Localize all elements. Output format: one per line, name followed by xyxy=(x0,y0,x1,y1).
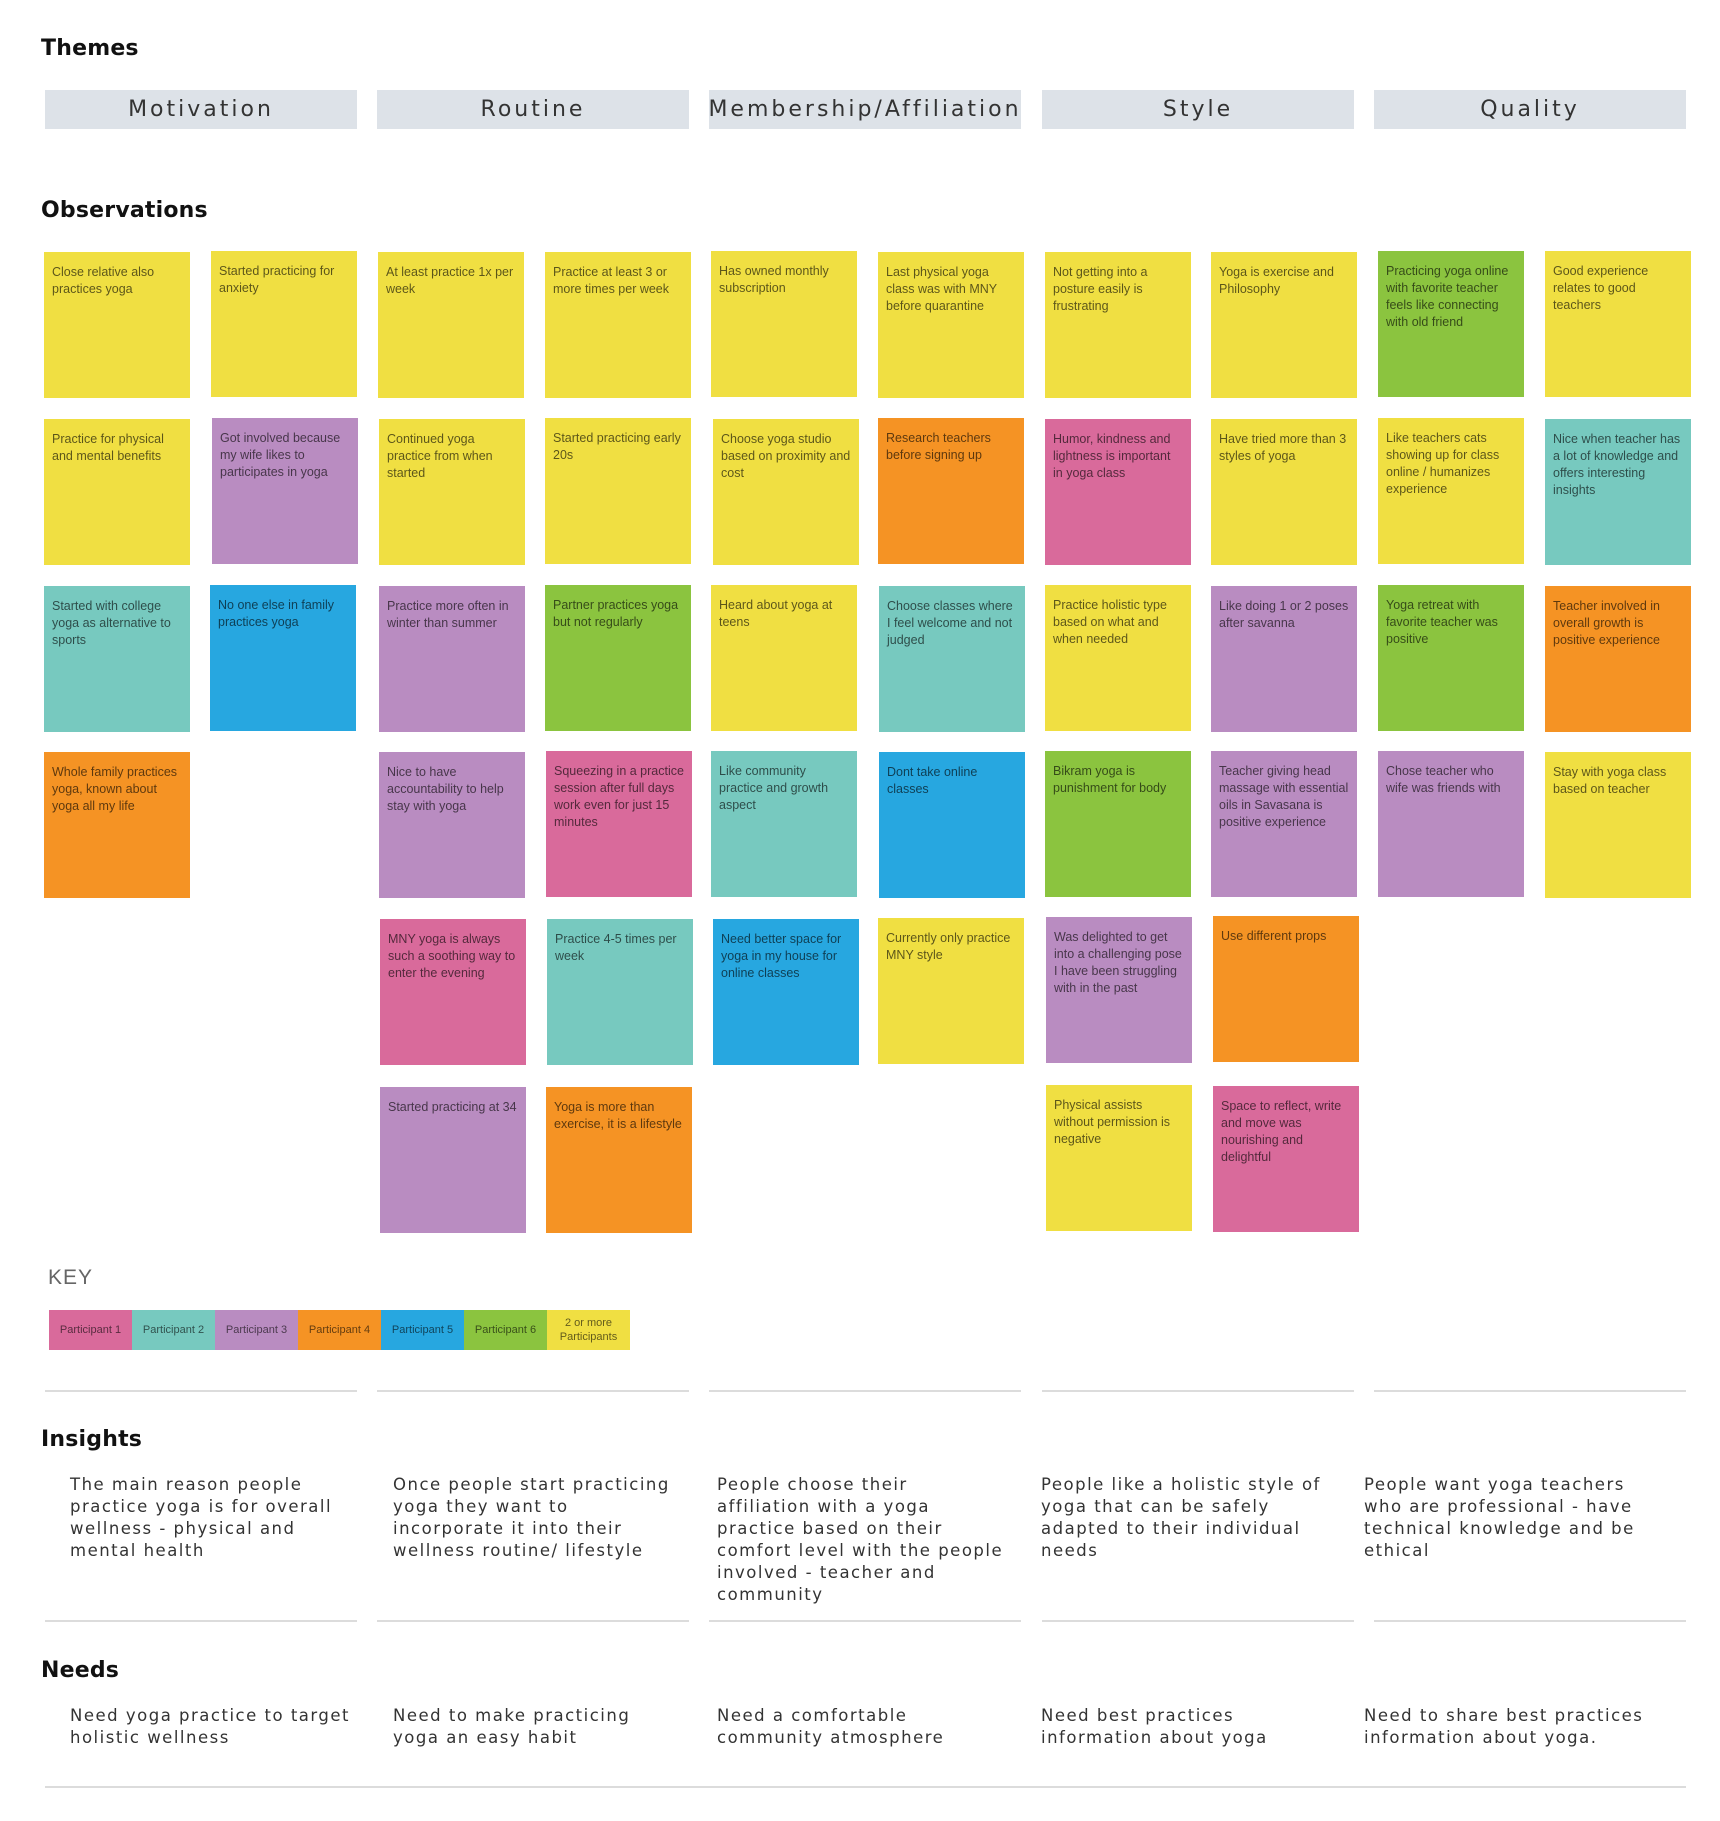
insight-routine: Once people start practicing yoga they w… xyxy=(393,1475,670,1560)
sticky-note: Choose classes where I feel welcome and … xyxy=(879,586,1025,732)
sticky-note: Partner practices yoga but not regularly xyxy=(545,585,691,731)
divider xyxy=(45,1620,357,1622)
sticky-note: Space to reflect, write and move was nou… xyxy=(1213,1086,1359,1232)
need-membership: Need a comfortable community atmosphere xyxy=(717,1706,945,1747)
sticky-note: Has owned monthly subscription xyxy=(711,251,857,397)
sticky-note: Whole family practices yoga, known about… xyxy=(44,752,190,898)
sticky-note: Practice more often in winter than summe… xyxy=(379,586,525,732)
sticky-note: Not getting into a posture easily is fru… xyxy=(1045,252,1191,398)
sticky-note: Practice holistic type based on what and… xyxy=(1045,585,1191,731)
insights-heading: Insights xyxy=(41,1427,143,1452)
sticky-note: Got involved because my wife likes to pa… xyxy=(212,418,358,564)
sticky-note: Yoga is more than exercise, it is a life… xyxy=(546,1087,692,1233)
sticky-note: Squeezing in a practice session after fu… xyxy=(546,751,692,897)
key-multiple-participants: 2 or more Participants xyxy=(547,1310,630,1350)
insight-motivation: The main reason people practice yoga is … xyxy=(70,1475,333,1560)
key-participant-3: Participant 3 xyxy=(215,1310,298,1350)
sticky-note: Started with college yoga as alternative… xyxy=(44,586,190,732)
need-motivation: Need yoga practice to target holistic we… xyxy=(70,1706,350,1747)
sticky-note: Humor, kindness and lightness is importa… xyxy=(1045,419,1191,565)
divider xyxy=(1374,1390,1686,1392)
sticky-note: Yoga retreat with favorite teacher was p… xyxy=(1378,585,1524,731)
divider xyxy=(709,1620,1021,1622)
sticky-note: Last physical yoga class was with MNY be… xyxy=(878,252,1024,398)
sticky-note: Physical assists without permission is n… xyxy=(1046,1085,1192,1231)
sticky-note: Dont take online classes xyxy=(879,752,1025,898)
theme-membership-affiliation: Membership/Affiliation xyxy=(708,90,1021,129)
sticky-note: Started practicing at 34 xyxy=(380,1087,526,1233)
theme-quality: Quality xyxy=(1374,90,1686,129)
need-routine: Need to make practicing yoga an easy hab… xyxy=(393,1706,631,1747)
divider xyxy=(377,1620,689,1622)
sticky-note: Continued yoga practice from when starte… xyxy=(379,419,525,565)
divider xyxy=(709,1390,1021,1392)
key-participant-2: Participant 2 xyxy=(132,1310,215,1350)
sticky-note: Bikram yoga is punishment for body xyxy=(1045,751,1191,897)
divider xyxy=(1042,1390,1354,1392)
sticky-note: MNY yoga is always such a soothing way t… xyxy=(380,919,526,1065)
sticky-note: Choose yoga studio based on proximity an… xyxy=(713,419,859,565)
divider xyxy=(377,1390,689,1392)
sticky-note: Teacher involved in overall growth is po… xyxy=(1545,586,1691,732)
sticky-note: Practice for physical and mental benefit… xyxy=(44,419,190,565)
sticky-note: Like teachers cats showing up for class … xyxy=(1378,418,1524,564)
observations-heading: Observations xyxy=(41,198,208,223)
sticky-note: Chose teacher who wife was friends with xyxy=(1378,751,1524,897)
sticky-note: Teacher giving head massage with essenti… xyxy=(1211,751,1357,897)
theme-routine: Routine xyxy=(377,90,689,129)
sticky-note: Need better space for yoga in my house f… xyxy=(713,919,859,1065)
needs-heading: Needs xyxy=(41,1658,120,1683)
sticky-note: Practicing yoga online with favorite tea… xyxy=(1378,251,1524,397)
theme-style: Style xyxy=(1042,90,1354,129)
insight-style: People like a holistic style of yoga tha… xyxy=(1041,1475,1321,1560)
color-key: Participant 1 Participant 2 Participant … xyxy=(49,1310,630,1350)
sticky-note: Good experience relates to good teachers xyxy=(1545,251,1691,397)
sticky-note: Was delighted to get into a challenging … xyxy=(1046,917,1192,1063)
sticky-note: Research teachers before signing up xyxy=(878,418,1024,564)
sticky-note: Nice when teacher has a lot of knowledge… xyxy=(1545,419,1691,565)
key-participant-1: Participant 1 xyxy=(49,1310,132,1350)
key-heading: KEY xyxy=(48,1266,94,1289)
theme-motivation: Motivation xyxy=(45,90,357,129)
sticky-note: Practice at least 3 or more times per we… xyxy=(545,252,691,398)
sticky-note: No one else in family practices yoga xyxy=(210,585,356,731)
key-participant-6: Participant 6 xyxy=(464,1310,547,1350)
sticky-note: Started practicing for anxiety xyxy=(211,251,357,397)
sticky-note: Started practicing early 20s xyxy=(545,418,691,564)
need-quality: Need to share best practices information… xyxy=(1364,1706,1644,1747)
sticky-note: Practice 4-5 times per week xyxy=(547,919,693,1065)
need-style: Need best practices information about yo… xyxy=(1041,1706,1268,1747)
themes-heading: Themes xyxy=(41,36,139,61)
sticky-note: Use different props xyxy=(1213,916,1359,1062)
divider xyxy=(45,1390,357,1392)
sticky-note: Yoga is exercise and Philosophy xyxy=(1211,252,1357,398)
sticky-note: Have tried more than 3 styles of yoga xyxy=(1211,419,1357,565)
divider xyxy=(1042,1620,1354,1622)
bottom-divider xyxy=(45,1786,1686,1788)
divider xyxy=(1374,1620,1686,1622)
sticky-note: Like doing 1 or 2 poses after savanna xyxy=(1211,586,1357,732)
sticky-note: At least practice 1x per week xyxy=(378,252,524,398)
sticky-note: Stay with yoga class based on teacher xyxy=(1545,752,1691,898)
sticky-note: Like community practice and growth aspec… xyxy=(711,751,857,897)
sticky-note: Close relative also practices yoga xyxy=(44,252,190,398)
key-participant-4: Participant 4 xyxy=(298,1310,381,1350)
insight-quality: People want yoga teachers who are profes… xyxy=(1364,1475,1635,1560)
sticky-note: Currently only practice MNY style xyxy=(878,918,1024,1064)
sticky-note: Heard about yoga at teens xyxy=(711,585,857,731)
sticky-note: Nice to have accountability to help stay… xyxy=(379,752,525,898)
key-participant-5: Participant 5 xyxy=(381,1310,464,1350)
insight-membership: People choose their affiliation with a y… xyxy=(717,1475,1004,1604)
